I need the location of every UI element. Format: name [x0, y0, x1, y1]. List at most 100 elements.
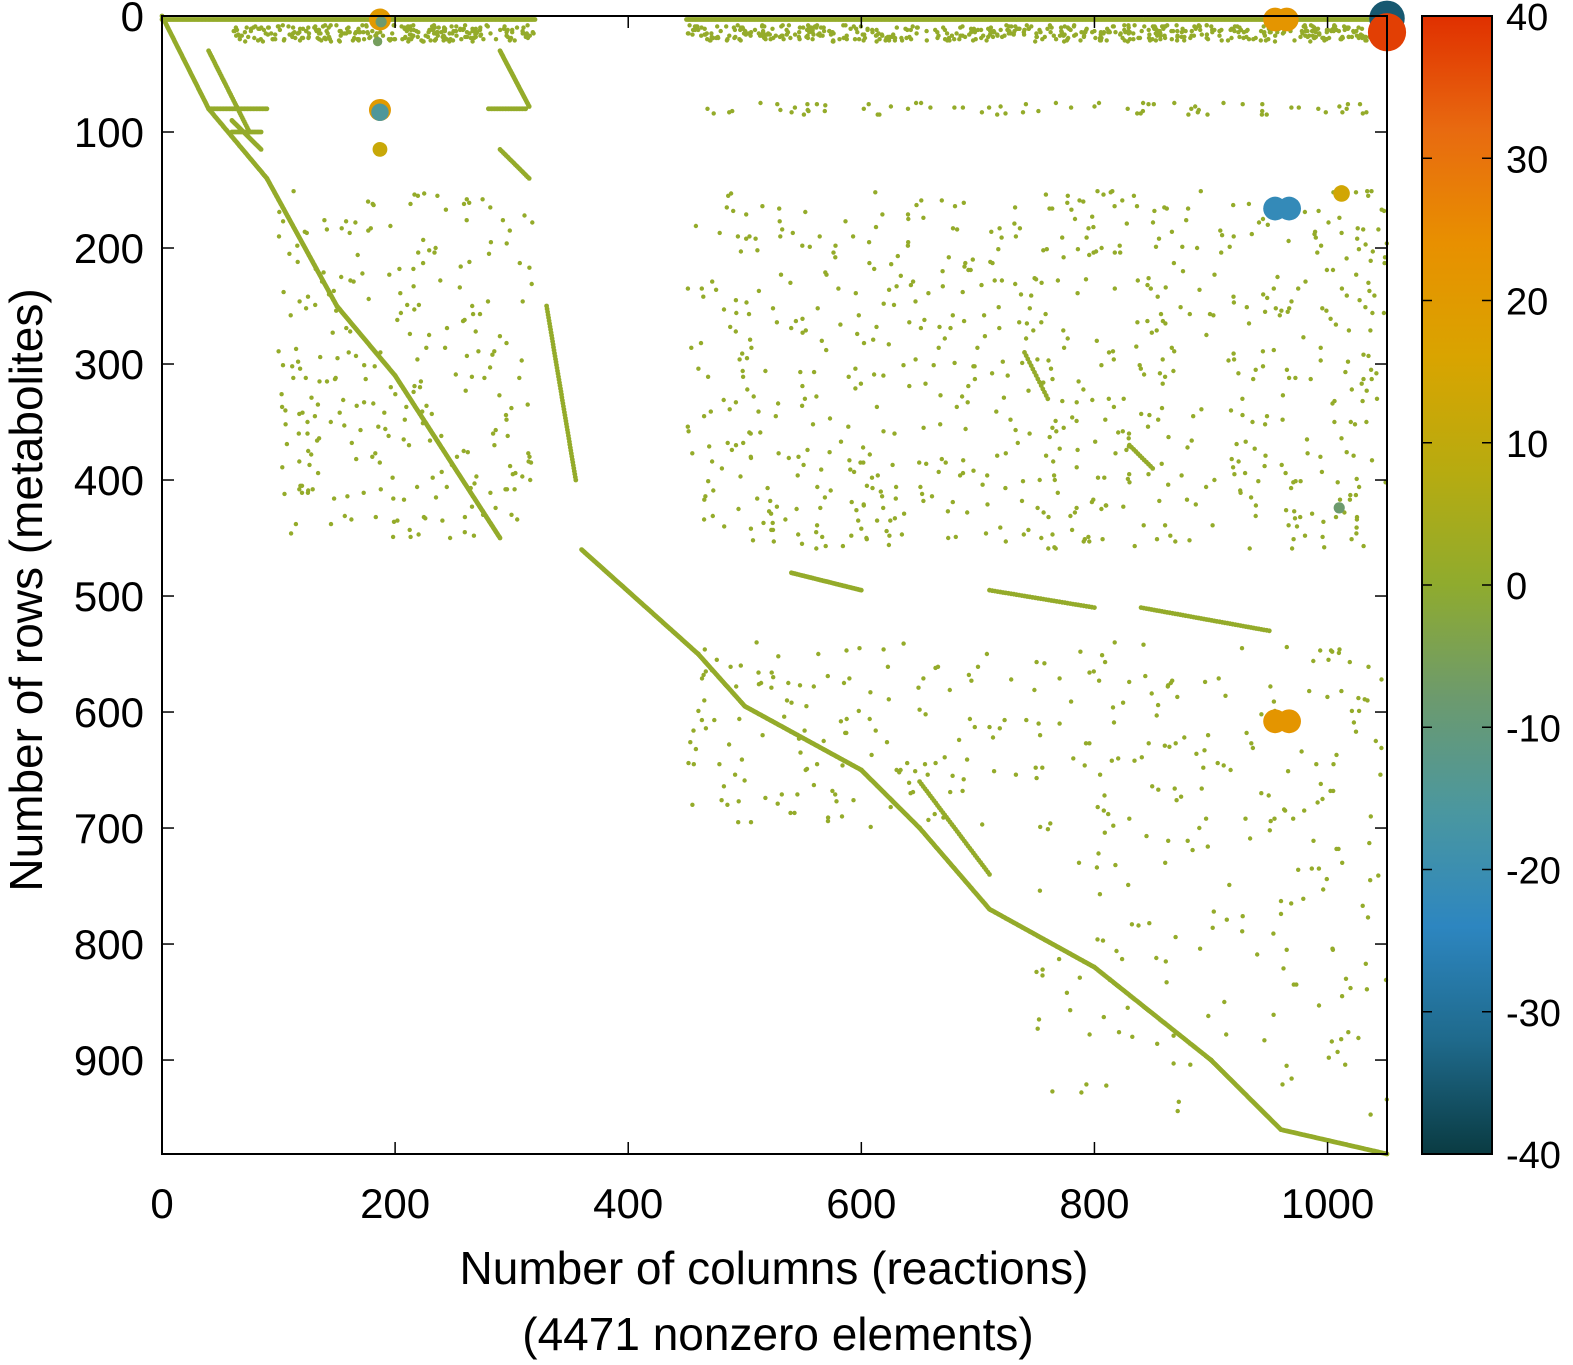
nonzero-point — [961, 200, 966, 205]
nonzero-point — [1337, 215, 1342, 220]
nonzero-point — [336, 38, 342, 43]
nonzero-point — [815, 306, 820, 311]
nonzero-point — [1272, 816, 1277, 821]
nonzero-point — [1053, 546, 1058, 551]
nonzero-point — [744, 212, 749, 217]
nonzero-point — [1335, 480, 1340, 485]
nonzero-point — [1166, 482, 1171, 487]
nonzero-point — [1240, 914, 1245, 919]
nonzero-point — [1289, 299, 1294, 304]
nonzero-point — [939, 198, 944, 203]
nonzero-point — [1204, 332, 1209, 338]
nonzero-point — [1152, 208, 1157, 214]
nonzero-point — [1284, 947, 1289, 952]
nonzero-point — [1099, 506, 1104, 512]
nonzero-point — [1368, 1112, 1373, 1117]
nonzero-point — [1302, 23, 1308, 28]
nonzero-point — [338, 28, 343, 34]
nonzero-point — [1335, 1049, 1340, 1055]
nonzero-point — [1112, 204, 1117, 209]
nonzero-point — [908, 282, 914, 288]
nonzero-point — [898, 273, 903, 278]
nonzero-point — [1222, 999, 1227, 1005]
nonzero-point — [874, 39, 879, 44]
nonzero-point — [844, 716, 849, 722]
highlighted-point — [1277, 196, 1301, 221]
nonzero-point — [1124, 447, 1129, 453]
nonzero-point — [361, 400, 367, 405]
nonzero-point — [690, 32, 695, 37]
nonzero-point — [1255, 952, 1260, 957]
nonzero-point — [1268, 684, 1273, 689]
nonzero-point — [983, 531, 989, 536]
nonzero-point — [689, 345, 694, 350]
nonzero-point — [1111, 404, 1117, 410]
nonzero-point — [810, 422, 816, 427]
nonzero-point — [1051, 473, 1057, 478]
nonzero-point — [885, 34, 891, 40]
nonzero-point — [1169, 229, 1175, 234]
nonzero-point — [770, 306, 776, 311]
nonzero-point — [382, 410, 387, 415]
nonzero-point — [462, 530, 467, 535]
nonzero-point — [1280, 393, 1286, 398]
nonzero-point — [881, 429, 886, 434]
y-tick-label: 900 — [74, 1037, 144, 1084]
nonzero-point — [280, 23, 285, 28]
nonzero-point — [257, 26, 262, 31]
nonzero-point — [893, 496, 898, 501]
nonzero-point — [1082, 30, 1087, 35]
nonzero-point — [306, 35, 311, 41]
nonzero-point — [1113, 862, 1118, 868]
nonzero-point — [1037, 733, 1043, 738]
nonzero-point — [528, 477, 533, 483]
y-tick-label: 600 — [74, 689, 144, 736]
nonzero-point — [1145, 282, 1150, 288]
nonzero-point — [526, 176, 532, 181]
nonzero-point — [960, 24, 965, 29]
nonzero-point — [341, 397, 346, 403]
highlighted-point — [372, 36, 383, 47]
nonzero-point — [1309, 866, 1315, 871]
nonzero-point — [1113, 451, 1118, 456]
nonzero-point — [849, 533, 854, 538]
nonzero-point — [747, 234, 752, 239]
nonzero-point — [853, 291, 858, 296]
nonzero-point — [997, 726, 1002, 731]
nonzero-point — [283, 422, 288, 427]
nonzero-point — [1101, 1014, 1107, 1020]
nonzero-point — [416, 532, 421, 537]
nonzero-point — [798, 369, 803, 375]
nonzero-point — [995, 453, 1000, 458]
nonzero-point — [729, 447, 735, 453]
nonzero-point — [1090, 397, 1095, 403]
nonzero-point — [401, 497, 407, 502]
nonzero-point — [1168, 533, 1173, 538]
nonzero-point — [997, 226, 1002, 231]
nonzero-point — [1318, 781, 1324, 787]
nonzero-point — [745, 387, 750, 392]
nonzero-point — [877, 37, 882, 42]
nonzero-point — [704, 31, 709, 36]
nonzero-point — [415, 193, 421, 198]
nonzero-point — [366, 228, 371, 233]
nonzero-point — [1090, 214, 1095, 219]
plot-frame — [161, 15, 1388, 1155]
nonzero-point — [1344, 450, 1349, 455]
nonzero-point — [1101, 192, 1106, 197]
nonzero-point — [343, 219, 349, 224]
nonzero-point — [875, 473, 880, 478]
nonzero-point — [324, 227, 330, 232]
nonzero-point — [861, 340, 867, 346]
nonzero-point — [1299, 749, 1304, 754]
nonzero-point — [1156, 787, 1161, 792]
nonzero-point — [1330, 401, 1335, 406]
nonzero-point — [1328, 316, 1333, 321]
nonzero-point — [403, 35, 408, 41]
nonzero-point — [318, 354, 323, 360]
nonzero-point — [1253, 503, 1259, 508]
nonzero-point — [892, 35, 898, 41]
nonzero-point — [1069, 207, 1074, 212]
nonzero-point — [410, 34, 415, 40]
